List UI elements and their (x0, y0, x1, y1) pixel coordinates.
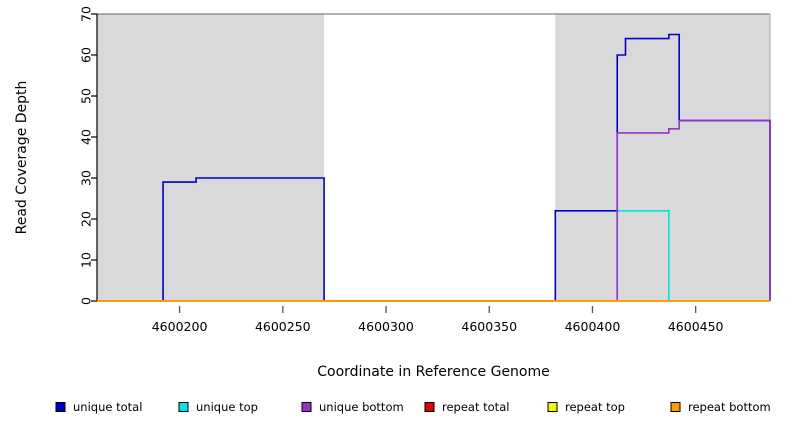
legend-label-unique-total: unique total (73, 400, 142, 414)
legend-swatch-unique-bottom (301, 402, 312, 412)
y-tick-label-70: 70 (79, 6, 94, 22)
x-tick-label-4600350: 4600350 (461, 319, 517, 334)
legend-label-unique-bottom: unique bottom (319, 400, 404, 414)
x-axis-title: Coordinate in Reference Genome (317, 364, 550, 380)
x-tick-label-4600300: 4600300 (358, 319, 414, 334)
y-tick-label-40: 40 (79, 129, 94, 145)
y-tick-label-50: 50 (79, 88, 94, 104)
legend-swatch-unique-top (178, 402, 189, 412)
legend-swatch-repeat-total (424, 402, 435, 412)
legend-swatch-repeat-bottom (670, 402, 681, 412)
y-tick-label-0: 0 (79, 297, 94, 305)
y-tick-label-20: 20 (79, 211, 94, 227)
x-tick-label-4600450: 4600450 (668, 319, 724, 334)
y-axis-title: Read Coverage Depth (14, 81, 30, 235)
series-line-unique-bottom (97, 119, 771, 302)
x-tick-label-4600400: 4600400 (565, 319, 621, 334)
legend-swatch-repeat-top (547, 402, 558, 412)
legend-label-repeat-bottom: repeat bottom (688, 400, 771, 414)
shaded-region-1 (555, 14, 770, 301)
y-tick-label-60: 60 (79, 47, 94, 63)
x-tick-label-4600200: 4600200 (152, 319, 208, 334)
x-tick-label-4600250: 4600250 (255, 319, 311, 334)
legend-swatch-unique-total (55, 402, 66, 412)
y-tick-label-30: 30 (79, 170, 94, 186)
y-tick-label-10: 10 (79, 252, 94, 268)
legend-label-unique-top: unique top (196, 400, 258, 414)
shaded-region-0 (97, 14, 325, 301)
legend-label-repeat-total: repeat total (442, 400, 509, 414)
legend-label-repeat-top: repeat top (565, 400, 625, 414)
